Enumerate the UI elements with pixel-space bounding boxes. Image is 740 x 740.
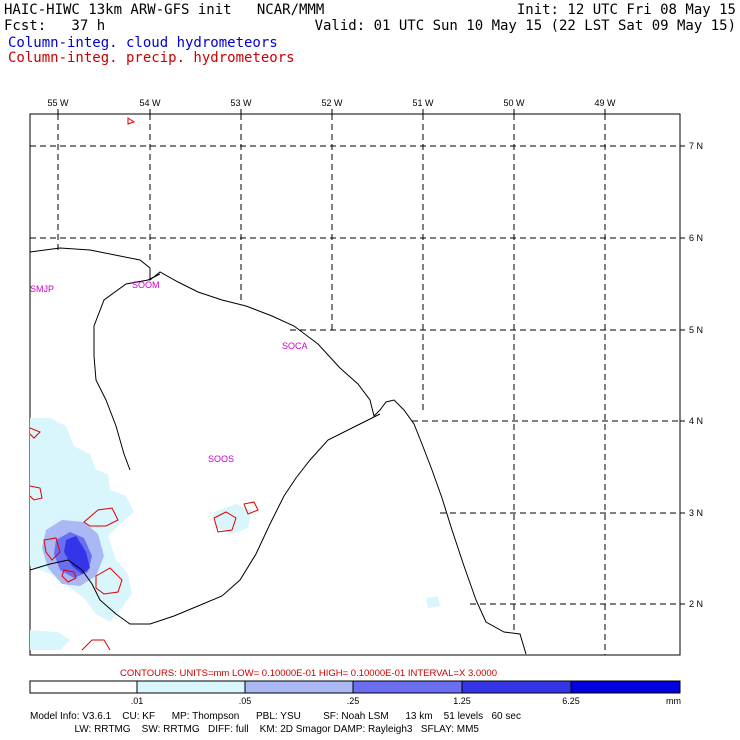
init-time: Init: 12 UTC Fri 08 May 15 xyxy=(516,2,736,18)
lon-label-55w: 55 W xyxy=(47,98,69,108)
colorbar-bin-2 xyxy=(244,680,354,694)
valid-time: Valid: 01 UTC Sun 10 May 15 (22 LST Sat … xyxy=(314,18,736,34)
lat-label-2n: 2 N xyxy=(689,599,703,609)
cloud-shading xyxy=(30,418,440,650)
lat-lon-grid xyxy=(30,114,680,655)
colorbar-tick-3: 1.25 xyxy=(453,696,471,706)
lat-label-6n: 6 N xyxy=(689,233,703,243)
model-info-line1: Model Info: V3.6.1 CU: KF MP: Thompson P… xyxy=(30,711,521,722)
title-left: HAIC-HIWC 13km ARW-GFS init NCAR/MMM xyxy=(4,2,325,18)
precip-contours xyxy=(29,117,259,651)
station-soom: SOOM xyxy=(132,280,160,290)
lon-label-54w: 54 W xyxy=(139,98,161,108)
colorbar-bin-0 xyxy=(29,680,138,694)
cloud-field-label: Column-integ. cloud hydrometeors xyxy=(8,35,278,51)
colorbar-bin-5 xyxy=(570,680,681,694)
colorbar-tick-0: .01 xyxy=(131,696,144,706)
colorbar-tick-4: 6.25 xyxy=(562,696,580,706)
coastline xyxy=(29,247,527,655)
lat-label-7n: 7 N xyxy=(689,141,703,151)
forecast-hour: Fcst: 37 h xyxy=(4,18,106,34)
station-smjp: SMJP xyxy=(30,284,54,294)
colorbar xyxy=(29,680,681,694)
lon-label-53w: 53 W xyxy=(230,98,252,108)
lat-label-4n: 4 N xyxy=(689,416,703,426)
lon-label-52w: 52 W xyxy=(321,98,343,108)
colorbar-bin-1 xyxy=(136,680,246,694)
model-info-line2: LW: RRTMG SW: RRTMG DIFF: full KM: 2D Sm… xyxy=(30,724,479,735)
colorbar-bin-4 xyxy=(461,680,572,694)
contour-info: CONTOURS: UNITS=mm LOW= 0.10000E-01 HIGH… xyxy=(120,668,497,679)
lon-label-50w: 50 W xyxy=(503,98,525,108)
axis-ticks xyxy=(57,109,685,605)
colorbar-bin-3 xyxy=(352,680,463,694)
lat-label-3n: 3 N xyxy=(689,508,703,518)
colorbar-tick-2: .25 xyxy=(347,696,360,706)
precip-field-label: Column-integ. precip. hydrometeors xyxy=(8,50,295,66)
lon-label-49w: 49 W xyxy=(594,98,616,108)
lon-label-51w: 51 W xyxy=(412,98,434,108)
colorbar-tick-1: .05 xyxy=(239,696,252,706)
colorbar-unit: mm xyxy=(666,696,681,706)
station-soca: SOCA xyxy=(282,341,308,351)
map-frame xyxy=(29,113,681,656)
station-soos: SOOS xyxy=(208,454,234,464)
lat-label-5n: 5 N xyxy=(689,325,703,335)
